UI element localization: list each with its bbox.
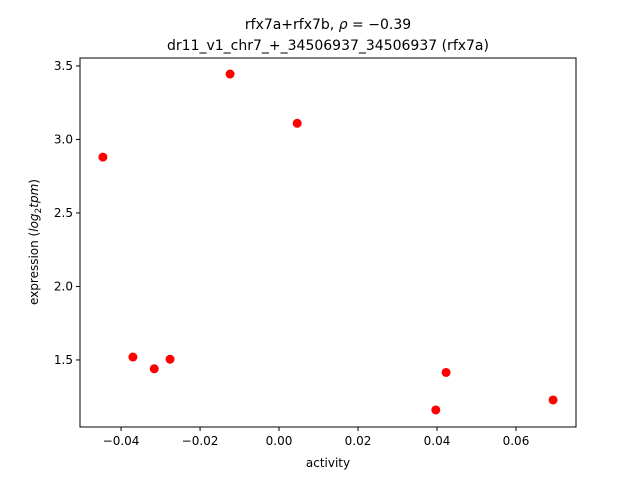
y-tick-label: 3.5: [54, 59, 73, 73]
x-tick-label: −0.04: [103, 434, 140, 448]
y-axis-label: expression (log2tpm): [27, 179, 44, 305]
data-point-3: [128, 352, 138, 362]
axes-frame: [79, 57, 577, 428]
x-tick-label: 0.04: [424, 434, 451, 448]
x-tick-label: 0.00: [266, 434, 293, 448]
y-tick-label: 2.0: [54, 279, 73, 293]
y-tick-label: 2.5: [54, 206, 73, 220]
data-point-0: [98, 152, 108, 162]
data-point-5: [165, 354, 175, 364]
plot-area: [98, 69, 558, 415]
data-point-8: [548, 395, 558, 405]
x-tick-label: 0.06: [503, 434, 530, 448]
data-point-6: [441, 367, 451, 377]
x-axis: −0.04 −0.02 0.00 0.02 0.04 0.06: [103, 427, 530, 448]
x-axis-label: activity: [306, 456, 350, 470]
chart-title-line1: rfx7a+rfx7b, ρ = −0.39: [245, 17, 411, 33]
data-point-7: [431, 405, 441, 415]
y-tick-label: 3.0: [54, 132, 73, 146]
data-point-4: [149, 364, 159, 374]
x-tick-label: −0.02: [182, 434, 219, 448]
chart-title-line2: dr11_v1_chr7_+_34506937_34506937 (rfx7a): [167, 38, 489, 54]
data-point-1: [225, 69, 235, 79]
y-axis: 1.5 2.0 2.5 3.0 3.5: [54, 59, 80, 367]
y-tick-label: 1.5: [54, 353, 73, 367]
data-point-2: [292, 118, 302, 128]
x-tick-label: 0.02: [345, 434, 372, 448]
